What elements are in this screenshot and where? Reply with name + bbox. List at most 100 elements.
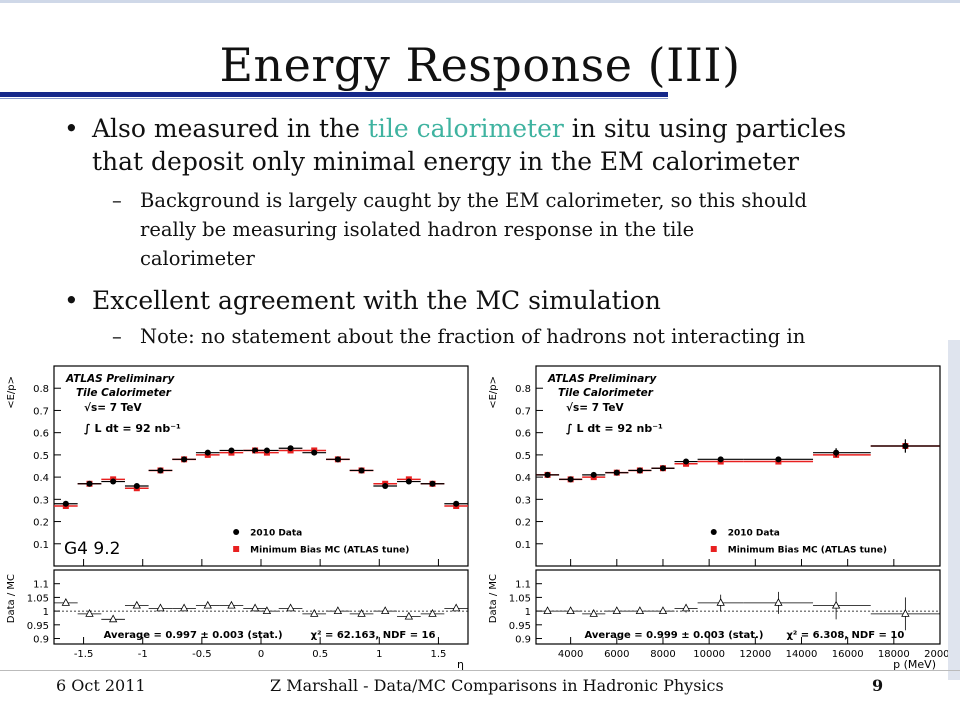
annotation-energy: √s= 7 TeV [84,402,143,414]
ratio-average-text: Average = 0.997 ± 0.003 (stat.) [104,630,283,641]
y-tick-label: 0.8 [33,384,49,395]
annotation-luminosity: ∫ L dt = 92 nb⁻¹ [84,422,181,435]
subbullet-2: – Note: no statement about the fraction … [112,322,805,351]
subbullet-1: – Background is largely caught by the EM… [112,186,807,273]
data-point [311,449,318,456]
dash-icon: – [112,189,122,212]
y-tick-label: 0.3 [515,495,531,506]
ratio-point [333,606,343,615]
ratio-point [831,600,841,609]
subbullet-1-line2: really be measuring isolated hadron resp… [140,218,695,241]
y-tick-label: 0.5 [33,451,49,462]
footer: 6 Oct 2011 Z Marshall - Data/MC Comparis… [0,676,960,706]
data-point [429,480,436,487]
ratio-y-tick-label: 0.9 [33,635,49,646]
chart-momentum: 0.1 0.2 0.3 0.4 0.5 0.6 0.7 0.8 0.9 0.95 1 1.05 1.1 4… [484,352,948,670]
ratio-point [566,606,575,615]
legend-marker-data [233,529,240,535]
ratio-y-tick-label: 0.95 [509,621,531,632]
legend-label-mc: Minimum Bias MC (ATLAS tune) [728,546,887,556]
x-axis-label: η [457,658,464,670]
annotation-detector: Tile Calorimeter [558,387,654,399]
data-point [133,483,140,489]
y-axis-label: <E/p> [488,376,499,409]
x-tick-label: 8000 [650,649,675,660]
x-tick-label: 18000 [878,649,910,660]
ratio-y-tick-label: 0.95 [27,621,49,632]
footer-rule [0,670,960,671]
x-tick-label: 4000 [558,649,583,660]
ratio-axis-label: Data / MC [488,574,499,623]
data-point [263,447,270,454]
ratio-point [132,600,141,609]
data-point [833,449,840,456]
title-underline [0,92,668,97]
data-point [334,456,341,463]
data-point [157,467,164,474]
ratio-point [108,614,118,623]
ratio-point [543,606,552,615]
footer-center: Z Marshall - Data/MC Comparisons in Hadr… [270,676,724,695]
ratio-point [428,609,437,617]
ratio-point [179,603,189,612]
x-tick-label: 1 [376,649,382,660]
side-strip [948,340,960,680]
subbullet-1-line3: calorimeter [140,247,255,270]
ratio-point [156,603,165,612]
x-tick-label: 16000 [832,649,864,660]
ratio-point [901,609,910,617]
data-point [453,500,460,507]
legend-marker-data [710,529,717,535]
data-point [287,445,294,452]
y-tick-label: 0.5 [515,451,531,462]
ratio-y-tick-label: 1 [43,607,49,618]
x-tick-label: 20000 [924,649,948,660]
top-border [0,0,960,3]
dash-icon: – [112,325,122,348]
legend-marker-mc [710,546,717,552]
ratio-point [635,606,645,615]
chart-eta: 0.1 0.2 0.3 0.4 0.5 0.6 0.7 0.8 0.9 0.95 1 1.05 1.1 -… [2,352,476,670]
data-point [636,467,643,474]
ratio-chi2-text: χ² = 6.308, NDF = 10 [786,630,904,641]
ratio-point [250,603,260,612]
ratio-point [357,609,366,617]
y-tick-label: 0.2 [33,518,49,529]
x-axis-label: p (MeV) [893,658,936,670]
bullet-1-post: in situ using particles [563,114,847,143]
ratio-y-tick-label: 1 [525,607,531,618]
x-tick-label: 0 [258,649,264,660]
ratio-point [381,606,390,615]
y-tick-label: 0.8 [515,384,531,395]
x-tick-label: 14000 [786,649,818,660]
x-tick-label: -0.5 [192,649,212,660]
y-tick-label: 0.7 [515,406,531,417]
annotation-luminosity: ∫ L dt = 92 nb⁻¹ [566,422,663,435]
ratio-y-tick-label: 1.1 [33,580,49,591]
footer-date: 6 Oct 2011 [56,676,146,695]
legend-label-data: 2010 Data [728,529,780,539]
ratio-point [61,598,70,606]
x-tick-label: 10000 [693,649,725,660]
y-tick-label: 0.1 [33,540,49,551]
ratio-y-tick-label: 1.05 [27,593,49,604]
ratio-y-tick-label: 1.05 [509,593,531,604]
x-tick-label: -1 [138,649,148,660]
x-tick-label: 12000 [739,649,771,660]
data-point [181,456,188,463]
ratio-point [310,609,319,617]
y-axis-label: <E/p> [6,376,17,409]
bullet-1: • Also measured in the tile calorimeter … [64,112,847,178]
y-tick-label: 0.6 [33,429,49,440]
data-point [204,449,211,456]
annotation-geant-version: G4 9.2 [64,539,120,559]
data-point [683,458,690,465]
footer-page-number: 9 [872,676,884,695]
legend-label-data: 2010 Data [250,529,302,539]
y-tick-label: 0.2 [515,518,531,529]
ratio-point [404,611,414,620]
ratio-average-text: Average = 0.999 ± 0.003 (stat.) [584,630,763,641]
data-point [659,465,666,472]
slide-title: Energy Response (III) [219,38,741,92]
ratio-point [658,606,668,615]
